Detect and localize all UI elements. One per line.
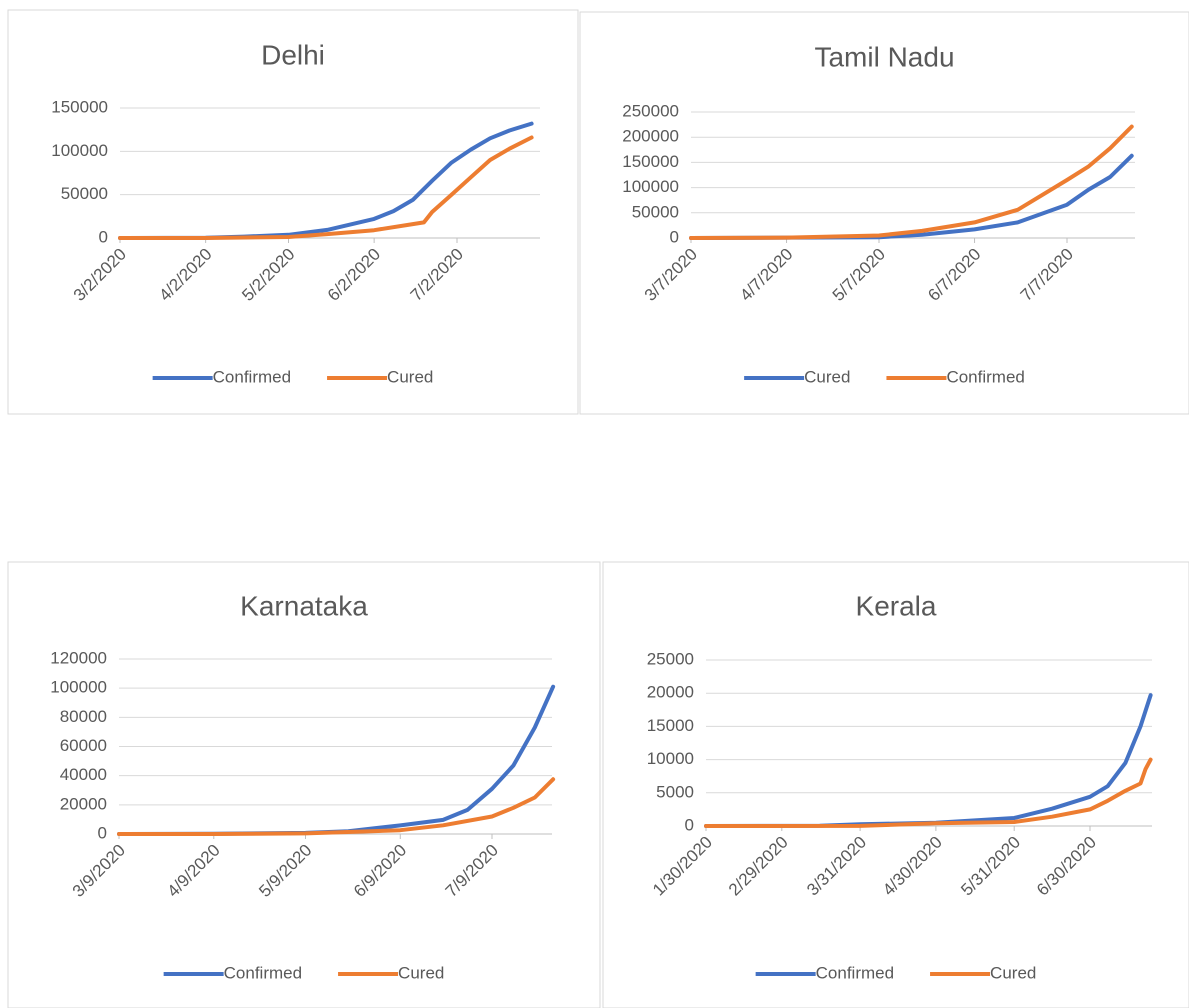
legend: Confirmed Cured bbox=[152, 367, 433, 386]
legend: Confirmed Cured bbox=[163, 963, 444, 982]
chart-frame bbox=[7, 9, 579, 415]
y-tick-label: 120000 bbox=[50, 648, 107, 667]
x-tick-label: 7/9/2020 bbox=[442, 841, 502, 901]
data-line bbox=[704, 757, 1153, 828]
y-tick-label: 25000 bbox=[647, 649, 694, 668]
x-tick-label: 4/9/2020 bbox=[164, 841, 224, 901]
legend: Cured Confirmed bbox=[744, 367, 1025, 386]
chart-title: Delhi bbox=[261, 39, 325, 70]
x-tick-label: 3/31/2020 bbox=[803, 833, 870, 900]
data-line bbox=[117, 684, 556, 836]
y-tick-label: 50000 bbox=[632, 202, 679, 221]
y-tick-label: 0 bbox=[98, 823, 107, 842]
chart-title: Tamil Nadu bbox=[814, 41, 954, 72]
x-tick-label: 5/9/2020 bbox=[255, 841, 315, 901]
x-tick-label: 3/2/2020 bbox=[70, 245, 130, 305]
y-tick-label: 20000 bbox=[60, 794, 107, 813]
x-tick-label: 5/7/2020 bbox=[829, 245, 889, 305]
y-tick-label: 250000 bbox=[622, 101, 679, 120]
y-tick-label: 0 bbox=[685, 815, 694, 834]
y-tick-label: 15000 bbox=[647, 716, 694, 735]
data-line bbox=[117, 777, 556, 836]
y-tick-label: 0 bbox=[99, 227, 108, 246]
x-tick-label: 6/9/2020 bbox=[350, 841, 410, 901]
x-tick-label: 4/7/2020 bbox=[736, 245, 796, 305]
chart-frame bbox=[579, 11, 1189, 415]
y-tick-label: 100000 bbox=[51, 141, 108, 160]
x-tick-label: 4/2/2020 bbox=[155, 245, 215, 305]
y-tick-label: 5000 bbox=[656, 782, 694, 801]
y-tick-label: 200000 bbox=[622, 127, 679, 146]
legend-label: Cured bbox=[804, 367, 850, 386]
chart: Kerala 0 5000 10000 15000 20000 25000 1/30/2020… bbox=[602, 561, 1189, 1008]
y-tick-label: 60000 bbox=[60, 736, 107, 755]
data-line bbox=[704, 693, 1153, 828]
y-tick-label: 100000 bbox=[622, 177, 679, 196]
y-tick-label: 50000 bbox=[61, 184, 108, 203]
x-tick-label: 1/30/2020 bbox=[649, 833, 716, 900]
x-tick-label: 6/30/2020 bbox=[1033, 833, 1100, 900]
x-tick-label: 3/7/2020 bbox=[641, 245, 701, 305]
data-line bbox=[689, 153, 1134, 240]
y-tick-label: 150000 bbox=[51, 97, 108, 116]
x-tick-label: 4/30/2020 bbox=[879, 833, 946, 900]
y-tick-label: 150000 bbox=[622, 152, 679, 171]
chart-frame bbox=[7, 561, 601, 1008]
y-tick-label: 20000 bbox=[647, 683, 694, 702]
chart: Delhi 0 50000 100000 150000 3/2/2020 4/2/2020 5… bbox=[7, 9, 579, 415]
x-tick-label: 5/31/2020 bbox=[957, 833, 1024, 900]
legend-label: Confirmed bbox=[213, 367, 291, 386]
legend-label: Confirmed bbox=[946, 367, 1024, 386]
chart-title: Karnataka bbox=[240, 590, 368, 621]
data-line bbox=[689, 124, 1134, 240]
legend-label: Cured bbox=[387, 367, 433, 386]
y-tick-label: 10000 bbox=[647, 749, 694, 768]
chart-frame bbox=[602, 561, 1189, 1008]
x-tick-label: 6/2/2020 bbox=[324, 245, 384, 305]
x-tick-label: 6/7/2020 bbox=[924, 245, 984, 305]
legend-label: Cured bbox=[990, 963, 1036, 982]
chart: Tamil Nadu 0 50000 100000 150000 200000 250000… bbox=[579, 11, 1189, 415]
y-tick-label: 0 bbox=[670, 227, 679, 246]
legend-label: Cured bbox=[398, 963, 444, 982]
legend: Confirmed Cured bbox=[755, 963, 1036, 982]
y-tick-label: 100000 bbox=[50, 678, 107, 697]
legend-label: Confirmed bbox=[224, 963, 302, 982]
data-line bbox=[118, 135, 534, 240]
x-tick-label: 2/29/2020 bbox=[725, 833, 792, 900]
y-tick-label: 80000 bbox=[60, 707, 107, 726]
x-tick-label: 3/9/2020 bbox=[69, 841, 129, 901]
legend-label: Confirmed bbox=[816, 963, 894, 982]
chart-title: Kerala bbox=[856, 590, 937, 621]
x-tick-label: 7/7/2020 bbox=[1017, 245, 1077, 305]
chart: Karnataka 0 20000 40000 60000 80000 100000 1200… bbox=[7, 561, 601, 1008]
y-tick-label: 40000 bbox=[60, 765, 107, 784]
x-tick-label: 7/2/2020 bbox=[407, 245, 467, 305]
x-tick-label: 5/2/2020 bbox=[238, 245, 298, 305]
